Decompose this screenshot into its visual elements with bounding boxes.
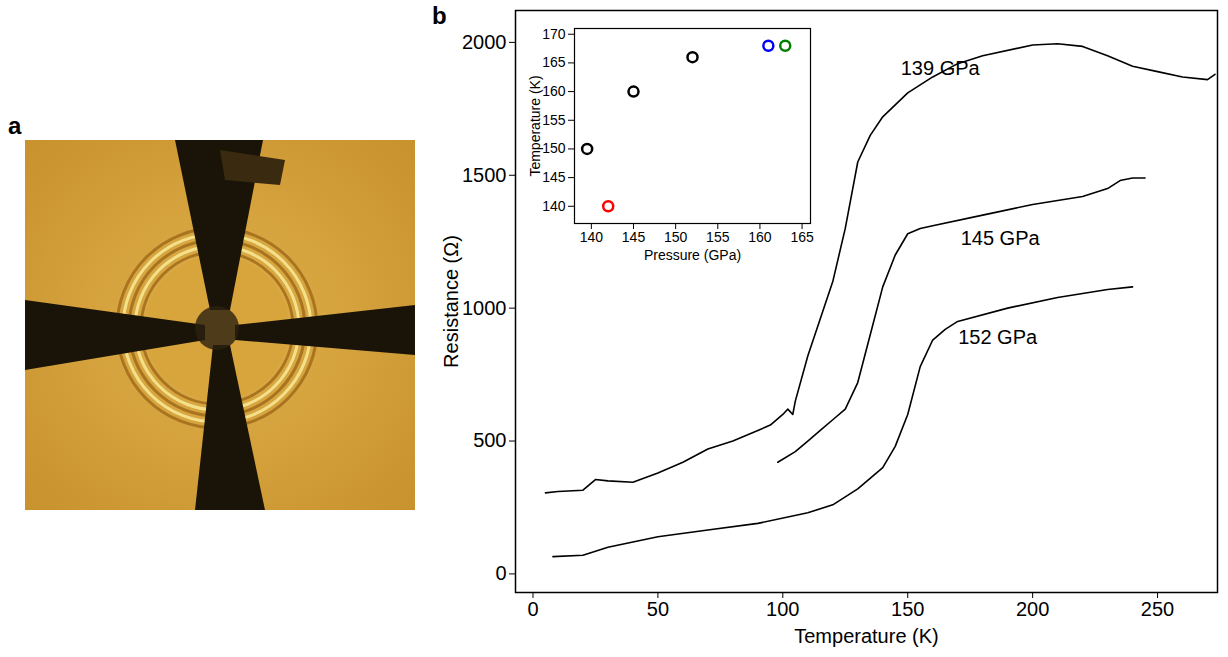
svg-text:145: 145	[542, 169, 566, 185]
svg-text:139 GPa: 139 GPa	[901, 57, 981, 79]
svg-text:Resistance (Ω): Resistance (Ω)	[440, 235, 462, 368]
svg-text:140: 140	[580, 229, 604, 245]
svg-text:160: 160	[748, 229, 772, 245]
svg-text:1500: 1500	[462, 164, 507, 186]
svg-text:100: 100	[766, 598, 799, 620]
svg-text:Temperature (K): Temperature (K)	[794, 625, 939, 647]
svg-text:0: 0	[527, 598, 538, 620]
svg-text:165: 165	[542, 54, 566, 70]
svg-text:Pressure (GPa): Pressure (GPa)	[644, 247, 741, 263]
svg-text:200: 200	[1016, 598, 1049, 620]
svg-text:2000: 2000	[462, 31, 507, 53]
svg-text:145 GPa: 145 GPa	[961, 227, 1041, 249]
svg-text:155: 155	[542, 112, 566, 128]
svg-text:140: 140	[542, 198, 566, 214]
html-text:a: a	[8, 112, 22, 139]
svg-text:250: 250	[1141, 598, 1174, 620]
svg-text:500: 500	[473, 429, 506, 451]
svg-text:160: 160	[542, 83, 566, 99]
svg-text:1000: 1000	[462, 297, 507, 319]
svg-text:145: 145	[622, 229, 646, 245]
svg-text:50: 50	[647, 598, 669, 620]
svg-text:165: 165	[790, 229, 814, 245]
svg-text:150: 150	[891, 598, 924, 620]
svg-text:170: 170	[542, 26, 566, 42]
svg-text:0: 0	[495, 562, 506, 584]
svg-text:152 GPa: 152 GPa	[958, 326, 1038, 348]
svg-text:Temperature (K): Temperature (K)	[527, 75, 543, 176]
svg-text:150: 150	[664, 229, 688, 245]
svg-text:150: 150	[542, 140, 566, 156]
html-text:b: b	[432, 2, 447, 29]
svg-text:155: 155	[706, 229, 730, 245]
